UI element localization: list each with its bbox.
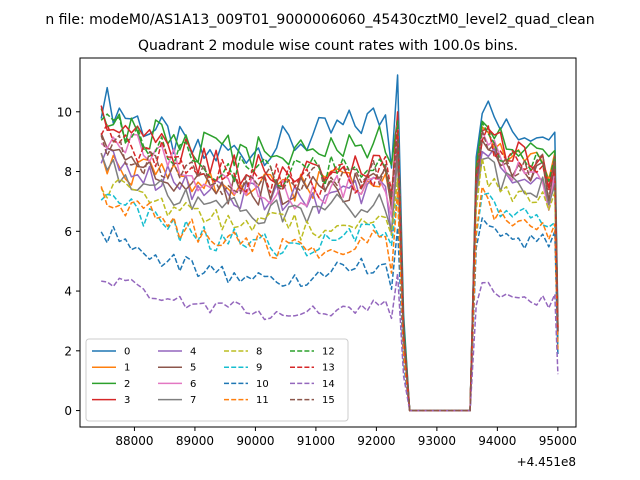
x-tick-label: 92000 [357, 434, 395, 448]
x-tick-label: 90000 [236, 434, 274, 448]
legend-box [85, 338, 349, 422]
legend-label-11: 11 [256, 395, 269, 406]
x-tick-label: 91000 [297, 434, 335, 448]
legend-label-15: 15 [322, 395, 335, 406]
series-line-10 [100, 217, 559, 412]
legend-label-12: 12 [322, 347, 335, 358]
x-tick-label: 88000 [115, 434, 153, 448]
x-tick-label: 93000 [418, 434, 456, 448]
legend-label-4: 4 [190, 347, 196, 358]
chart-title: Quadrant 2 module wise count rates with … [138, 38, 518, 54]
x-offset-label: +4.451e8 [517, 455, 576, 469]
series-line-2 [100, 108, 559, 412]
series-line-6 [100, 123, 559, 412]
legend-label-1: 1 [124, 363, 130, 374]
x-tick-label: 89000 [176, 434, 214, 448]
series-line-5 [100, 132, 559, 412]
figure-suptitle: n file: modeM0/AS1A13_009T01_9000006060_… [45, 12, 594, 28]
x-tick-label: 95000 [539, 434, 577, 448]
legend-label-10: 10 [256, 379, 269, 390]
series-line-7 [100, 152, 559, 412]
legend-label-14: 14 [322, 379, 335, 390]
series-line-15 [100, 129, 559, 412]
legend-label-13: 13 [322, 363, 335, 374]
plot-frame [79, 57, 577, 428]
x-tick-label: 94000 [478, 434, 516, 448]
legend-label-2: 2 [124, 379, 130, 390]
y-tick-label: 8 [64, 165, 72, 179]
y-tick-label: 4 [64, 285, 72, 299]
series-line-4 [100, 147, 559, 412]
series-line-12 [100, 113, 559, 412]
legend-label-6: 6 [190, 379, 196, 390]
axis-ticks: 88000 89000 90000 91000 92000 93000 94000 95000… [57, 105, 577, 448]
y-tick-label: 2 [64, 344, 72, 358]
legend-label-7: 7 [190, 395, 196, 406]
legend-label-5: 5 [190, 363, 196, 374]
legend-label-9: 9 [256, 363, 262, 374]
series-layer [100, 74, 559, 412]
y-tick-label: 6 [64, 225, 72, 239]
series-line-13 [100, 123, 559, 412]
legend-label-3: 3 [124, 395, 130, 406]
series-line-9 [100, 192, 559, 412]
series-line-0 [100, 74, 559, 412]
series-line-8 [100, 157, 559, 412]
legend-label-0: 0 [124, 347, 130, 358]
legend-label-8: 8 [256, 347, 262, 358]
y-tick-label: 0 [64, 404, 72, 418]
y-tick-label: 10 [57, 105, 72, 119]
series-line-11 [100, 186, 559, 412]
series-line-14 [101, 272, 559, 412]
